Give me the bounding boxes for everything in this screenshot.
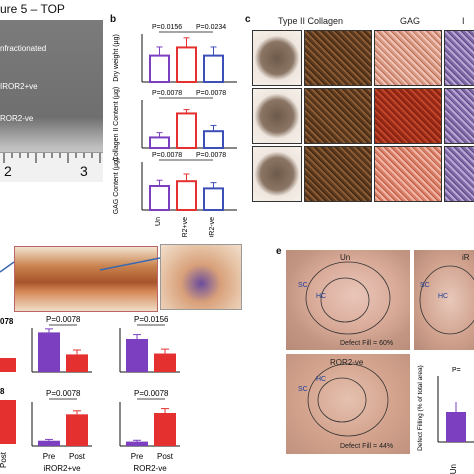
- bar-Post: [66, 354, 88, 372]
- panel-d-image-zoom: [160, 244, 242, 310]
- x-tick-label: Post: [69, 452, 86, 461]
- x-tick-label: Pre: [43, 452, 56, 461]
- x-tick-label: ROR2-ve: [209, 217, 216, 237]
- bar-Un: [149, 185, 170, 211]
- x-tick-label: Un: [449, 464, 458, 474]
- partial-label: 078: [0, 317, 14, 326]
- partial-bar: [0, 400, 16, 444]
- panel-a-photo: nfractionated IROR2+ve ROR2-ve 2 3: [0, 20, 103, 182]
- x-tick-label: Un: [155, 217, 162, 226]
- panel-c-letter: c: [245, 14, 251, 25]
- y-axis-label: Dry weight (µg): [113, 34, 120, 82]
- histology-tile: [304, 88, 372, 144]
- p-value: P=: [452, 367, 461, 374]
- x-tick-label: Post: [157, 452, 174, 461]
- panel-e-chart: P= Defect Filling (% of total area) Un: [417, 365, 474, 474]
- bar-Post: [154, 413, 176, 446]
- p-value: P=0.0078: [196, 152, 226, 159]
- panel-c-header-collagen: Type II Collagen: [278, 16, 344, 26]
- p-value: P=0.0078: [152, 152, 182, 159]
- x-tick-label: Pre: [131, 452, 144, 461]
- panel-e-letter: e: [276, 246, 282, 257]
- panel-d-image-main: [14, 246, 158, 312]
- panel-b-letter: b: [110, 14, 117, 25]
- partial-x-tick: Post: [0, 451, 8, 468]
- bar-iROR2+ve: [176, 112, 197, 150]
- bar-Post: [154, 353, 176, 372]
- ruler: 2 3: [0, 152, 103, 182]
- histology-tile: [444, 146, 474, 202]
- panel-b-charts: Dry weight (µg) P=0.0156 P=0.0234 Collagen …: [113, 24, 237, 237]
- defect-fill-ror2neg: Defect Fill = 44%: [340, 443, 394, 450]
- group-label: ROR2-ve: [133, 464, 167, 473]
- histology-tile: [444, 88, 474, 144]
- histology-tile: [374, 146, 442, 202]
- p-value: P=0.0156: [152, 24, 182, 31]
- bar-Pre: [126, 441, 148, 446]
- hc-label-1: HC: [316, 293, 327, 300]
- panel-e-title-iror2: iR: [462, 253, 470, 262]
- panel-c-header-third: I: [462, 16, 465, 26]
- bar-Pre: [126, 339, 148, 372]
- histology-tile: [304, 146, 372, 202]
- figure-title: ure 5 – TOP: [0, 2, 65, 16]
- partial-bar: [0, 358, 16, 372]
- bar-Pre: [38, 440, 60, 446]
- bar-un: [446, 412, 466, 442]
- panel-d-charts: P=0.0078 P=0.0156 P=0.0078 P=0.0078 078 8 Post…: [0, 315, 180, 473]
- panel-a-label-1: nfractionated: [0, 44, 47, 53]
- panel-e-photo-un: [286, 250, 410, 350]
- ruler-number-2: 2: [4, 163, 12, 179]
- p-value: P=0.0078: [46, 315, 81, 324]
- p-value: P=0.0078: [152, 90, 182, 97]
- bar-iROR2+ve: [176, 180, 197, 211]
- bar-ROR2-ve: [203, 130, 224, 149]
- sc-label-1: SC: [298, 282, 308, 289]
- bar-Pre: [38, 332, 60, 372]
- sc-label-2: SC: [420, 282, 430, 289]
- panel-e-title-un: Un: [340, 253, 351, 262]
- partial-label: 8: [0, 387, 5, 396]
- bar-ROR2-ve: [203, 54, 224, 83]
- y-axis-label: GAG Content (µg): [113, 158, 120, 215]
- ruler-number-3: 3: [80, 163, 88, 179]
- p-value: P=0.0156: [134, 315, 169, 324]
- panel-e-title-ror2neg: ROR2-ve: [330, 358, 364, 367]
- histology-tile: [374, 30, 442, 86]
- histology-tile: [304, 30, 372, 86]
- histology-tile: [252, 88, 302, 144]
- panel-e-photo-ror2neg: [286, 354, 410, 454]
- sc-label-3: SC: [298, 386, 308, 393]
- bar-Un: [149, 54, 170, 83]
- y-axis-label: Collagen II Content (µg): [113, 87, 120, 161]
- p-value: P=0.0078: [46, 389, 81, 398]
- bar-iROR2+ve: [176, 46, 197, 83]
- group-label: iROR2+ve: [43, 464, 81, 473]
- hc-label-3: HC: [316, 376, 327, 383]
- p-value: P=0.0078: [196, 90, 226, 97]
- x-tick-label: iROR2+ve: [182, 217, 189, 237]
- bar-Post: [66, 414, 88, 446]
- histology-tile: [252, 146, 302, 202]
- panel-c-header-gag: GAG: [400, 16, 421, 26]
- ruler-ticks: [3, 153, 101, 163]
- histology-tile: [252, 30, 302, 86]
- panel-a-label-2: IROR2+ve: [0, 82, 38, 91]
- histology-tile: [444, 30, 474, 86]
- bar-ROR2-ve: [203, 187, 224, 211]
- panel-a-label-3: ROR2-ve: [0, 114, 34, 123]
- y-axis-label: Defect Filling (% of total area): [417, 365, 424, 451]
- panel-e-photo-iror2: [414, 250, 474, 350]
- defect-fill-un: Defect Fill = 60%: [340, 340, 394, 347]
- p-value: P=0.0234: [196, 24, 226, 31]
- histology-tile: [374, 88, 442, 144]
- bar-Un: [149, 136, 170, 150]
- p-value: P=0.0078: [134, 389, 169, 398]
- hc-label-2: HC: [438, 293, 449, 300]
